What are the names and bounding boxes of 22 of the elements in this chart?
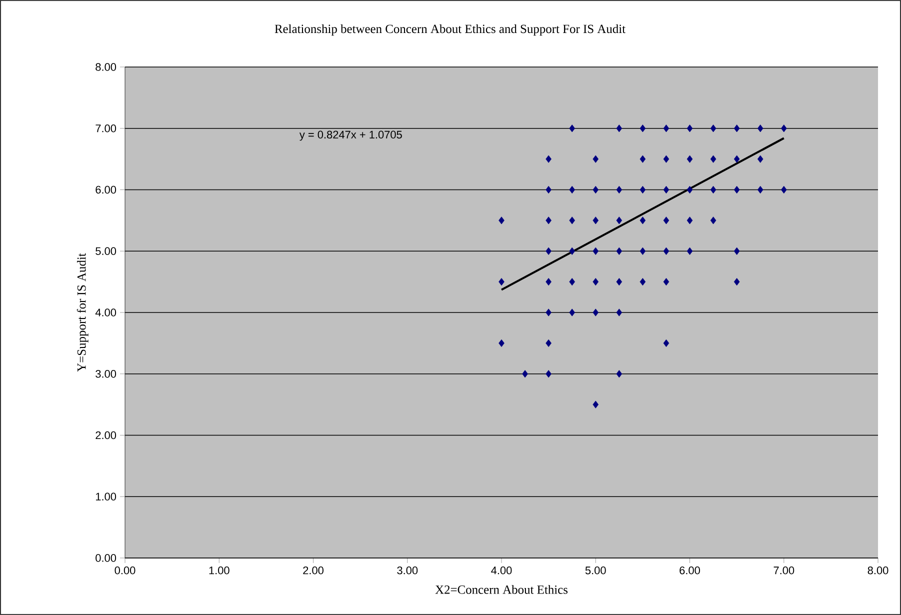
- annotation: y = 0.8247x + 1.0705: [299, 130, 402, 141]
- x-tick-label: 0.00: [114, 566, 136, 574]
- y-tick-label: 3.00: [96, 370, 116, 378]
- chart-title: Relationship between Concern About Ethics and Support For IS Audit: [274, 24, 626, 36]
- y-tick-label: 5.00: [96, 247, 116, 255]
- y-tick-label: 0.00: [96, 554, 116, 562]
- y-axis-title: Y=Support for IS Audit: [76, 253, 88, 372]
- x-tick-label: 4.00: [491, 566, 512, 574]
- y-tick-label: 8.00: [96, 63, 116, 71]
- x-tick-label: 5.00: [585, 566, 606, 574]
- x-tick-label: 1.00: [209, 566, 230, 574]
- x-tick-label: 3.00: [397, 566, 418, 574]
- x-tick-label: 2.00: [303, 566, 324, 574]
- y-tick-label: 2.00: [96, 431, 116, 440]
- x-tick-label: 7.00: [774, 566, 794, 574]
- y-tick-label: 7.00: [96, 124, 116, 132]
- y-tick-label: 4.00: [95, 308, 116, 316]
- x-axis-title: X2=Concern About Ethics: [435, 585, 568, 594]
- y-tick-label: 6.00: [96, 186, 116, 194]
- x-tick-label: 8.00: [868, 566, 888, 574]
- x-tick-label: 6.00: [680, 566, 700, 574]
- y-tick-label: 1.00: [96, 492, 116, 500]
